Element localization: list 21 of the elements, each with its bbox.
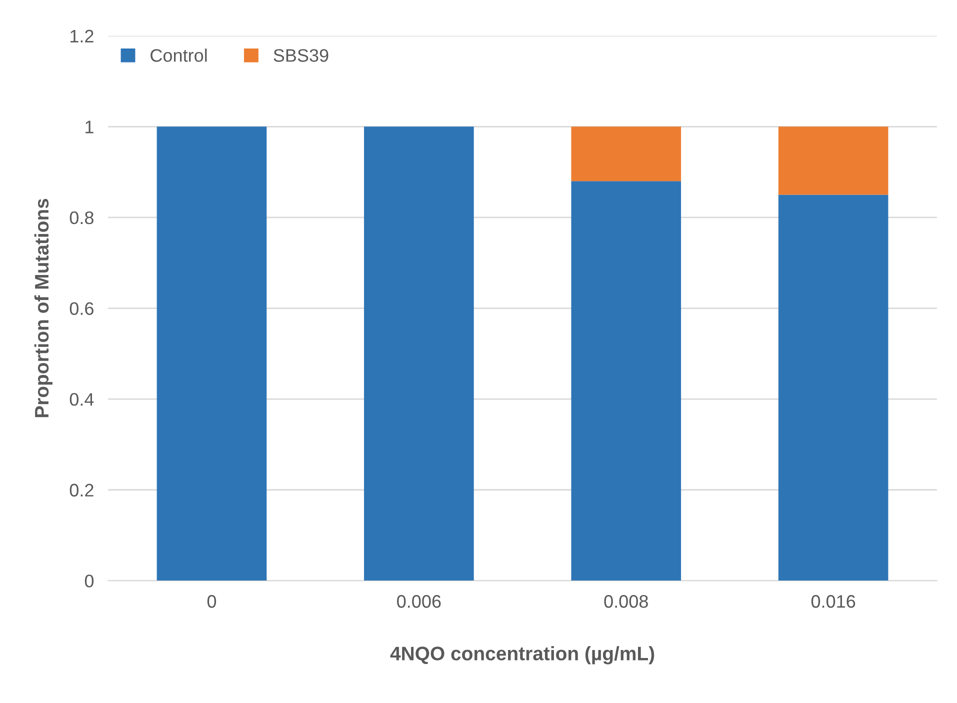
- x-tick-label: 0: [207, 595, 216, 608]
- y-axis-title: Proportion of Mutations: [34, 198, 52, 418]
- x-tick-label: 0.006: [397, 595, 441, 608]
- bar: [571, 181, 682, 581]
- legend-label: SBS39: [274, 49, 328, 62]
- bar: [571, 126, 682, 182]
- y-tick-label: 1.2: [70, 30, 94, 42]
- y-tick-label: 0.4: [70, 393, 94, 406]
- y-tick-label: 0: [84, 574, 94, 588]
- legend-label: Control: [150, 48, 207, 62]
- x-tick-label: 0.016: [811, 595, 856, 608]
- bar: [778, 194, 888, 581]
- y-tick-label: 0.8: [70, 211, 94, 224]
- x-tick-label: 0.008: [604, 595, 648, 608]
- y-tick-label: 0.6: [70, 302, 94, 315]
- bar: [156, 126, 267, 581]
- bar: [364, 126, 474, 581]
- y-tick-label: 1: [86, 120, 94, 134]
- bar: [778, 126, 888, 195]
- x-axis-title: 4NQO concentration (µg/mL): [390, 646, 654, 664]
- y-tick-label: 0.2: [70, 484, 94, 497]
